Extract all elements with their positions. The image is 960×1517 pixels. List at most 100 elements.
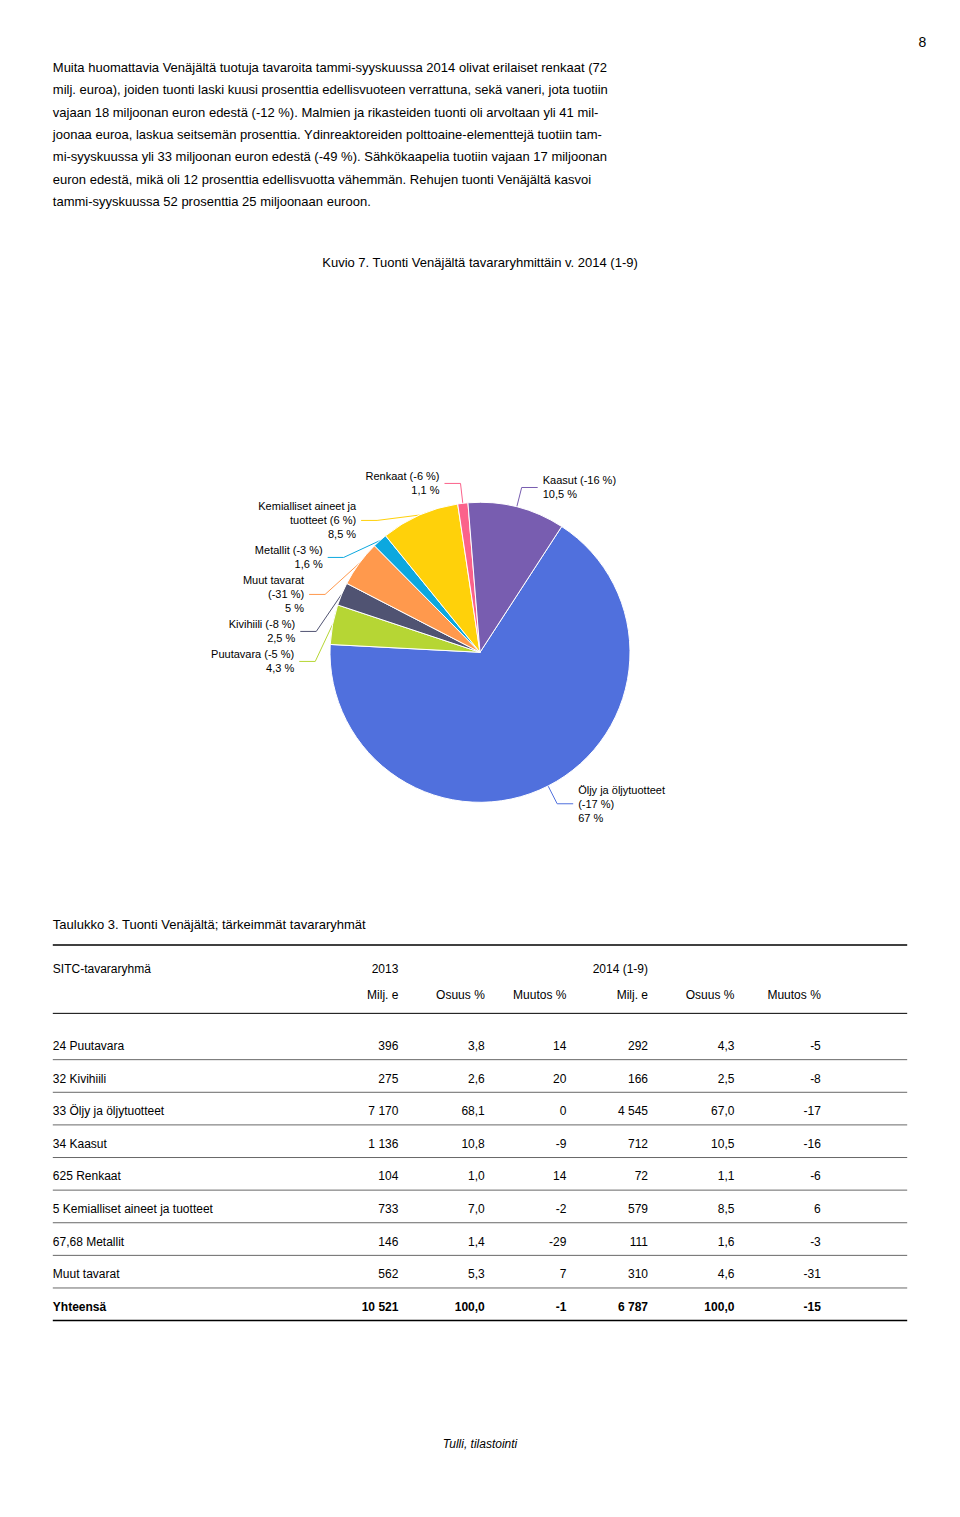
svg-text:Muita huomattavia Venäjältä tu: Muita huomattavia Venäjältä tuotuja tava… bbox=[53, 60, 607, 75]
svg-text:10,5: 10,5 bbox=[711, 1137, 735, 1151]
svg-text:67 %: 67 % bbox=[578, 812, 603, 824]
svg-text:joonaa euroa, laskua seitsemän: joonaa euroa, laskua seitsemän prosentti… bbox=[52, 127, 602, 142]
svg-text:Milj. e: Milj. e bbox=[367, 988, 399, 1002]
svg-text:tammi-syyskuussa 52 prosenttia: tammi-syyskuussa 52 prosenttia 25 miljoo… bbox=[53, 194, 371, 209]
svg-text:104: 104 bbox=[378, 1169, 398, 1183]
svg-text:275: 275 bbox=[378, 1072, 398, 1086]
svg-text:32 Kivihiili: 32 Kivihiili bbox=[53, 1072, 106, 1086]
svg-text:8: 8 bbox=[919, 34, 927, 50]
svg-text:3,8: 3,8 bbox=[468, 1039, 485, 1053]
svg-text:-16: -16 bbox=[803, 1137, 821, 1151]
svg-text:7 170: 7 170 bbox=[368, 1104, 398, 1118]
svg-text:712: 712 bbox=[628, 1137, 648, 1151]
svg-text:33 Öljy ja öljytuotteet: 33 Öljy ja öljytuotteet bbox=[53, 1104, 165, 1118]
svg-text:-8: -8 bbox=[810, 1072, 821, 1086]
svg-text:Öljy ja öljytuotteet: Öljy ja öljytuotteet bbox=[578, 784, 665, 796]
svg-text:(-17 %): (-17 %) bbox=[578, 798, 614, 810]
svg-text:-29: -29 bbox=[549, 1235, 567, 1249]
svg-text:4,3 %: 4,3 % bbox=[266, 662, 294, 674]
svg-text:67,0: 67,0 bbox=[711, 1104, 735, 1118]
svg-text:(-31 %): (-31 %) bbox=[268, 588, 304, 600]
svg-text:0: 0 bbox=[560, 1104, 567, 1118]
svg-text:100,0: 100,0 bbox=[704, 1300, 734, 1314]
svg-text:mi-syyskuussa yli 33 miljoonan: mi-syyskuussa yli 33 miljoonan euron ede… bbox=[53, 149, 607, 164]
svg-text:562: 562 bbox=[378, 1267, 398, 1281]
svg-text:10,5 %: 10,5 % bbox=[543, 488, 577, 500]
svg-text:Kivihiili (-8 %): Kivihiili (-8 %) bbox=[229, 618, 296, 630]
svg-text:Kemialliset aineet ja: Kemialliset aineet ja bbox=[258, 500, 357, 512]
svg-text:733: 733 bbox=[378, 1202, 398, 1216]
svg-text:2014 (1-9): 2014 (1-9) bbox=[593, 962, 648, 976]
svg-text:14: 14 bbox=[553, 1169, 567, 1183]
svg-text:5 %: 5 % bbox=[285, 602, 304, 614]
svg-text:milj. euroa), joiden tuonti la: milj. euroa), joiden tuonti laski kuusi … bbox=[53, 82, 608, 97]
svg-text:Osuus %: Osuus % bbox=[436, 988, 485, 1002]
svg-text:5,3: 5,3 bbox=[468, 1267, 485, 1281]
svg-text:Renkaat (-6 %): Renkaat (-6 %) bbox=[366, 470, 440, 482]
svg-text:1,1: 1,1 bbox=[718, 1169, 735, 1183]
svg-text:Taulukko 3. Tuonti Venäjältä;: Taulukko 3. Tuonti Venäjältä; tärkeimmät… bbox=[53, 917, 366, 932]
svg-text:1,6 %: 1,6 % bbox=[295, 558, 323, 570]
svg-text:2,5 %: 2,5 % bbox=[267, 632, 295, 644]
svg-text:10,8: 10,8 bbox=[461, 1137, 485, 1151]
svg-text:146: 146 bbox=[378, 1235, 398, 1249]
svg-text:SITC-tavararyhmä: SITC-tavararyhmä bbox=[53, 962, 151, 976]
svg-text:4 545: 4 545 bbox=[618, 1104, 648, 1118]
svg-text:4,3: 4,3 bbox=[718, 1039, 735, 1053]
svg-text:-9: -9 bbox=[556, 1137, 567, 1151]
svg-text:2,5: 2,5 bbox=[718, 1072, 735, 1086]
svg-text:4,6: 4,6 bbox=[718, 1267, 735, 1281]
svg-text:Kuvio 7. Tuonti Venäjältä tava: Kuvio 7. Tuonti Venäjältä tavararyhmittä… bbox=[322, 255, 638, 270]
svg-text:2013: 2013 bbox=[372, 962, 399, 976]
svg-text:1,6: 1,6 bbox=[718, 1235, 735, 1249]
svg-text:6: 6 bbox=[814, 1202, 821, 1216]
svg-text:tuotteet (6 %): tuotteet (6 %) bbox=[290, 514, 356, 526]
svg-text:7,0: 7,0 bbox=[468, 1202, 485, 1216]
svg-text:-5: -5 bbox=[810, 1039, 821, 1053]
svg-text:1,1 %: 1,1 % bbox=[411, 484, 439, 496]
svg-text:8,5 %: 8,5 % bbox=[328, 528, 356, 540]
svg-text:72: 72 bbox=[635, 1169, 649, 1183]
svg-text:625 Renkaat: 625 Renkaat bbox=[53, 1169, 122, 1183]
svg-text:34 Kaasut: 34 Kaasut bbox=[53, 1137, 108, 1151]
svg-text:Tulli, tilastointi: Tulli, tilastointi bbox=[443, 1437, 518, 1451]
svg-text:579: 579 bbox=[628, 1202, 648, 1216]
svg-text:-6: -6 bbox=[810, 1169, 821, 1183]
svg-text:68,1: 68,1 bbox=[461, 1104, 485, 1118]
svg-text:67,68 Metallit: 67,68 Metallit bbox=[53, 1235, 125, 1249]
svg-text:Yhteensä: Yhteensä bbox=[53, 1300, 107, 1314]
svg-text:24 Puutavara: 24 Puutavara bbox=[53, 1039, 125, 1053]
svg-text:-31: -31 bbox=[803, 1267, 821, 1281]
svg-text:20: 20 bbox=[553, 1072, 567, 1086]
svg-text:Kaasut (-16 %): Kaasut (-16 %) bbox=[543, 474, 616, 486]
svg-text:166: 166 bbox=[628, 1072, 648, 1086]
svg-text:1,4: 1,4 bbox=[468, 1235, 485, 1249]
svg-text:6 787: 6 787 bbox=[618, 1300, 648, 1314]
svg-text:Muut tavarat: Muut tavarat bbox=[243, 574, 304, 586]
svg-text:14: 14 bbox=[553, 1039, 567, 1053]
svg-text:8,5: 8,5 bbox=[718, 1202, 735, 1216]
svg-text:Osuus %: Osuus % bbox=[686, 988, 735, 1002]
svg-text:7: 7 bbox=[560, 1267, 567, 1281]
svg-text:1,0: 1,0 bbox=[468, 1169, 485, 1183]
svg-text:-15: -15 bbox=[803, 1300, 821, 1314]
svg-text:100,0: 100,0 bbox=[455, 1300, 485, 1314]
svg-text:Muutos %: Muutos % bbox=[767, 988, 821, 1002]
svg-text:-1: -1 bbox=[556, 1300, 567, 1314]
svg-text:396: 396 bbox=[378, 1039, 398, 1053]
svg-text:Milj. e: Milj. e bbox=[617, 988, 649, 1002]
svg-text:-17: -17 bbox=[803, 1104, 821, 1118]
svg-text:-3: -3 bbox=[810, 1235, 821, 1249]
svg-text:310: 310 bbox=[628, 1267, 648, 1281]
svg-text:vajaan 18 miljoonan euron edes: vajaan 18 miljoonan euron edestä (-12 %)… bbox=[53, 105, 599, 120]
svg-text:Muutos %: Muutos % bbox=[513, 988, 567, 1002]
svg-text:Muut tavarat: Muut tavarat bbox=[53, 1267, 120, 1281]
svg-text:Metallit (-3 %): Metallit (-3 %) bbox=[255, 544, 323, 556]
svg-text:1 136: 1 136 bbox=[368, 1137, 398, 1151]
svg-text:10 521: 10 521 bbox=[362, 1300, 399, 1314]
svg-text:111: 111 bbox=[630, 1235, 649, 1249]
svg-text:-2: -2 bbox=[556, 1202, 567, 1216]
svg-text:Puutavara (-5 %): Puutavara (-5 %) bbox=[211, 648, 294, 660]
svg-text:292: 292 bbox=[628, 1039, 648, 1053]
svg-text:euron edestä, mikä oli 12 pros: euron edestä, mikä oli 12 prosenttia ede… bbox=[53, 172, 591, 187]
